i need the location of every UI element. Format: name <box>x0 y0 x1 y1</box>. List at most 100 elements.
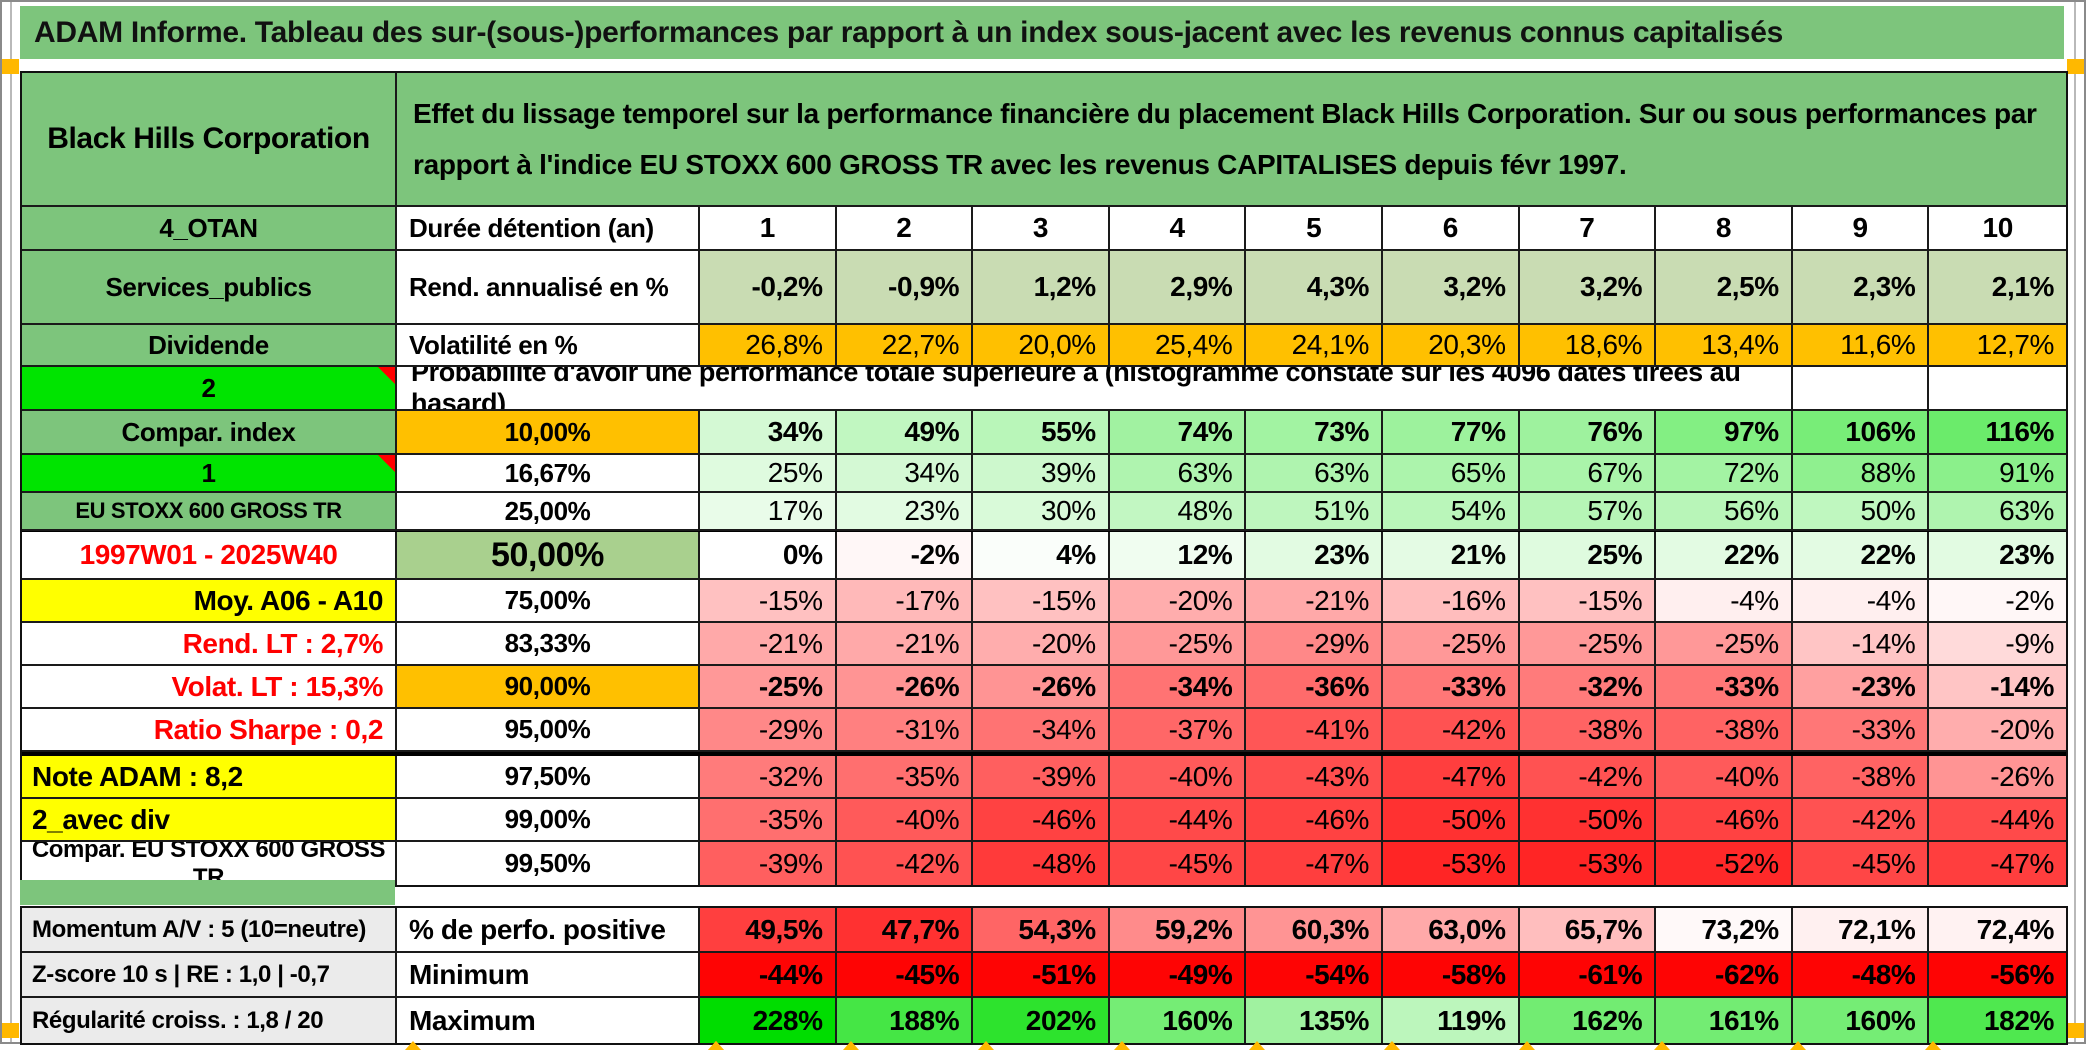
value-cell-r13-c1[interactable]: -35% <box>700 799 837 842</box>
value-cell-r13-c7[interactable]: -50% <box>1519 799 1657 842</box>
value-cell-r7-c2[interactable]: -2% <box>836 532 974 580</box>
value-cell-r4-c9[interactable]: 106% <box>1792 411 1930 455</box>
value-cell-r13-c8[interactable]: -46% <box>1656 799 1793 842</box>
value-cell-r5-c7[interactable]: 67% <box>1519 455 1657 493</box>
value-cell-r14-c8[interactable]: -52% <box>1656 842 1793 885</box>
value-cell-r0-c8[interactable]: 8 <box>1656 207 1793 251</box>
value-cell-r6-c5[interactable]: 51% <box>1246 493 1383 531</box>
value-cell-r14-c6[interactable]: -53% <box>1383 842 1520 885</box>
value-cell-r14-c2[interactable]: -42% <box>836 842 974 885</box>
value-cell-r6-c7[interactable]: 57% <box>1519 493 1657 531</box>
value-cell-r13-c4[interactable]: -44% <box>1109 799 1247 842</box>
value-cell-r7-c4[interactable]: 12% <box>1109 532 1247 580</box>
value-cell-r10-c5[interactable]: -36% <box>1246 666 1383 709</box>
value-cell-r4-c2[interactable]: 49% <box>836 411 974 455</box>
value-cell-r1-c5[interactable]: 4,3% <box>1246 251 1383 325</box>
value-cell-r13-c2[interactable]: -40% <box>836 799 974 842</box>
value-cell-rs2-c8[interactable]: 161% <box>1656 998 1793 1043</box>
row-label-cell-10[interactable]: Volat. LT : 15,3% <box>22 666 397 709</box>
value-cell-r9-c9[interactable]: -14% <box>1792 623 1930 666</box>
value-cell-r7-c7[interactable]: 25% <box>1519 532 1657 580</box>
value-cell-r6-c8[interactable]: 56% <box>1656 493 1793 531</box>
value-cell-rs1-c10[interactable]: -56% <box>1929 953 2066 998</box>
value-cell-r10-c3[interactable]: -26% <box>973 666 1110 709</box>
value-cell-r6-c4[interactable]: 48% <box>1109 493 1247 531</box>
value-cell-rs0-c2[interactable]: 47,7% <box>836 908 974 953</box>
value-cell-rs0-c10[interactable]: 72,4% <box>1929 908 2066 953</box>
value-cell-r0-c10[interactable]: 10 <box>1929 207 2066 251</box>
value-cell-r5-c1[interactable]: 25% <box>700 455 837 493</box>
value-cell-r5-c10[interactable]: 91% <box>1929 455 2066 493</box>
value-cell-r10-c9[interactable]: -23% <box>1792 666 1930 709</box>
row-header-cell-13[interactable]: 99,00% <box>397 799 700 842</box>
row-label-cell-s0[interactable]: Momentum A/V : 5 (10=neutre) <box>22 908 397 953</box>
value-cell-r14-c3[interactable]: -48% <box>973 842 1110 885</box>
value-cell-r13-c6[interactable]: -50% <box>1383 799 1520 842</box>
value-cell-rs1-c4[interactable]: -49% <box>1109 953 1247 998</box>
value-cell-r11-c2[interactable]: -31% <box>836 709 974 752</box>
value-cell-r9-c8[interactable]: -25% <box>1656 623 1793 666</box>
value-cell-r11-c9[interactable]: -33% <box>1792 709 1930 752</box>
row-header-cell-1[interactable]: Rend. annualisé en % <box>397 251 700 325</box>
value-cell-r11-c5[interactable]: -41% <box>1246 709 1383 752</box>
value-cell-r0-c7[interactable]: 7 <box>1519 207 1657 251</box>
value-cell-r7-c10[interactable]: 23% <box>1929 532 2066 580</box>
value-cell-r8-c2[interactable]: -17% <box>836 580 974 623</box>
row-label-cell-14[interactable]: Compar. EU STOXX 600 GROSS TR <box>22 842 397 885</box>
value-cell-r14-c10[interactable]: -47% <box>1929 842 2066 885</box>
value-cell-r14-c5[interactable]: -47% <box>1246 842 1383 885</box>
row-label-cell-7[interactable]: 1997W01 - 2025W40 <box>22 532 397 580</box>
row-label-cell-11[interactable]: Ratio Sharpe : 0,2 <box>22 709 397 752</box>
row-header-cell-s2[interactable]: Maximum <box>397 998 700 1043</box>
value-cell-r1-c3[interactable]: 1,2% <box>973 251 1110 325</box>
value-cell-r10-c7[interactable]: -32% <box>1519 666 1657 709</box>
value-cell-r12-c10[interactable]: -26% <box>1929 756 2066 799</box>
value-cell-r5-c9[interactable]: 88% <box>1792 455 1930 493</box>
value-cell-r1-c6[interactable]: 3,2% <box>1383 251 1520 325</box>
value-cell-r0-c9[interactable]: 9 <box>1792 207 1930 251</box>
value-cell-rs1-c1[interactable]: -44% <box>700 953 837 998</box>
value-cell-r13-c5[interactable]: -46% <box>1246 799 1383 842</box>
value-cell-r12-c8[interactable]: -40% <box>1656 756 1793 799</box>
value-cell-r0-c1[interactable]: 1 <box>700 207 837 251</box>
value-cell-r1-c1[interactable]: -0,2% <box>700 251 837 325</box>
value-cell-r13-c3[interactable]: -46% <box>973 799 1110 842</box>
value-cell-rs2-c6[interactable]: 119% <box>1383 998 1520 1043</box>
value-cell-r12-c4[interactable]: -40% <box>1109 756 1247 799</box>
value-cell-r8-c5[interactable]: -21% <box>1246 580 1383 623</box>
value-cell-r10-c8[interactable]: -33% <box>1656 666 1793 709</box>
value-cell-r4-c4[interactable]: 74% <box>1109 411 1247 455</box>
value-cell-r2-c5[interactable]: 24,1% <box>1246 325 1383 367</box>
value-cell-r2-c6[interactable]: 20,3% <box>1383 325 1520 367</box>
value-cell-r4-c7[interactable]: 76% <box>1519 411 1657 455</box>
value-cell-r14-c1[interactable]: -39% <box>700 842 837 885</box>
value-cell-r8-c3[interactable]: -15% <box>973 580 1110 623</box>
value-cell-r7-c1[interactable]: 0% <box>700 532 837 580</box>
value-cell-r14-c4[interactable]: -45% <box>1109 842 1247 885</box>
value-cell-r7-c9[interactable]: 22% <box>1792 532 1930 580</box>
value-cell-r4-c8[interactable]: 97% <box>1656 411 1793 455</box>
value-cell-r0-c3[interactable]: 3 <box>973 207 1110 251</box>
value-cell-rs1-c2[interactable]: -45% <box>836 953 974 998</box>
value-cell-r9-c1[interactable]: -21% <box>700 623 837 666</box>
empty-cell-r3-c10[interactable] <box>1929 367 2066 411</box>
value-cell-r11-c6[interactable]: -42% <box>1383 709 1520 752</box>
row-label-cell-9[interactable]: Rend. LT : 2,7% <box>22 623 397 666</box>
value-cell-r9-c3[interactable]: -20% <box>973 623 1110 666</box>
value-cell-r0-c6[interactable]: 6 <box>1383 207 1520 251</box>
row-label-cell-8[interactable]: Moy. A06 - A10 <box>22 580 397 623</box>
description-cell[interactable]: Effet du lissage temporel sur la perform… <box>397 73 2066 207</box>
value-cell-r1-c8[interactable]: 2,5% <box>1656 251 1793 325</box>
value-cell-rs2-c1[interactable]: 228% <box>700 998 837 1043</box>
value-cell-r6-c6[interactable]: 54% <box>1383 493 1520 531</box>
value-cell-r13-c10[interactable]: -44% <box>1929 799 2066 842</box>
value-cell-rs0-c6[interactable]: 63,0% <box>1383 908 1520 953</box>
value-cell-r8-c4[interactable]: -20% <box>1109 580 1247 623</box>
value-cell-r2-c8[interactable]: 13,4% <box>1656 325 1793 367</box>
value-cell-r5-c3[interactable]: 39% <box>973 455 1110 493</box>
value-cell-r9-c10[interactable]: -9% <box>1929 623 2066 666</box>
value-cell-r8-c9[interactable]: -4% <box>1792 580 1930 623</box>
value-cell-r0-c5[interactable]: 5 <box>1246 207 1383 251</box>
value-cell-r5-c4[interactable]: 63% <box>1109 455 1247 493</box>
value-cell-r2-c1[interactable]: 26,8% <box>700 325 837 367</box>
